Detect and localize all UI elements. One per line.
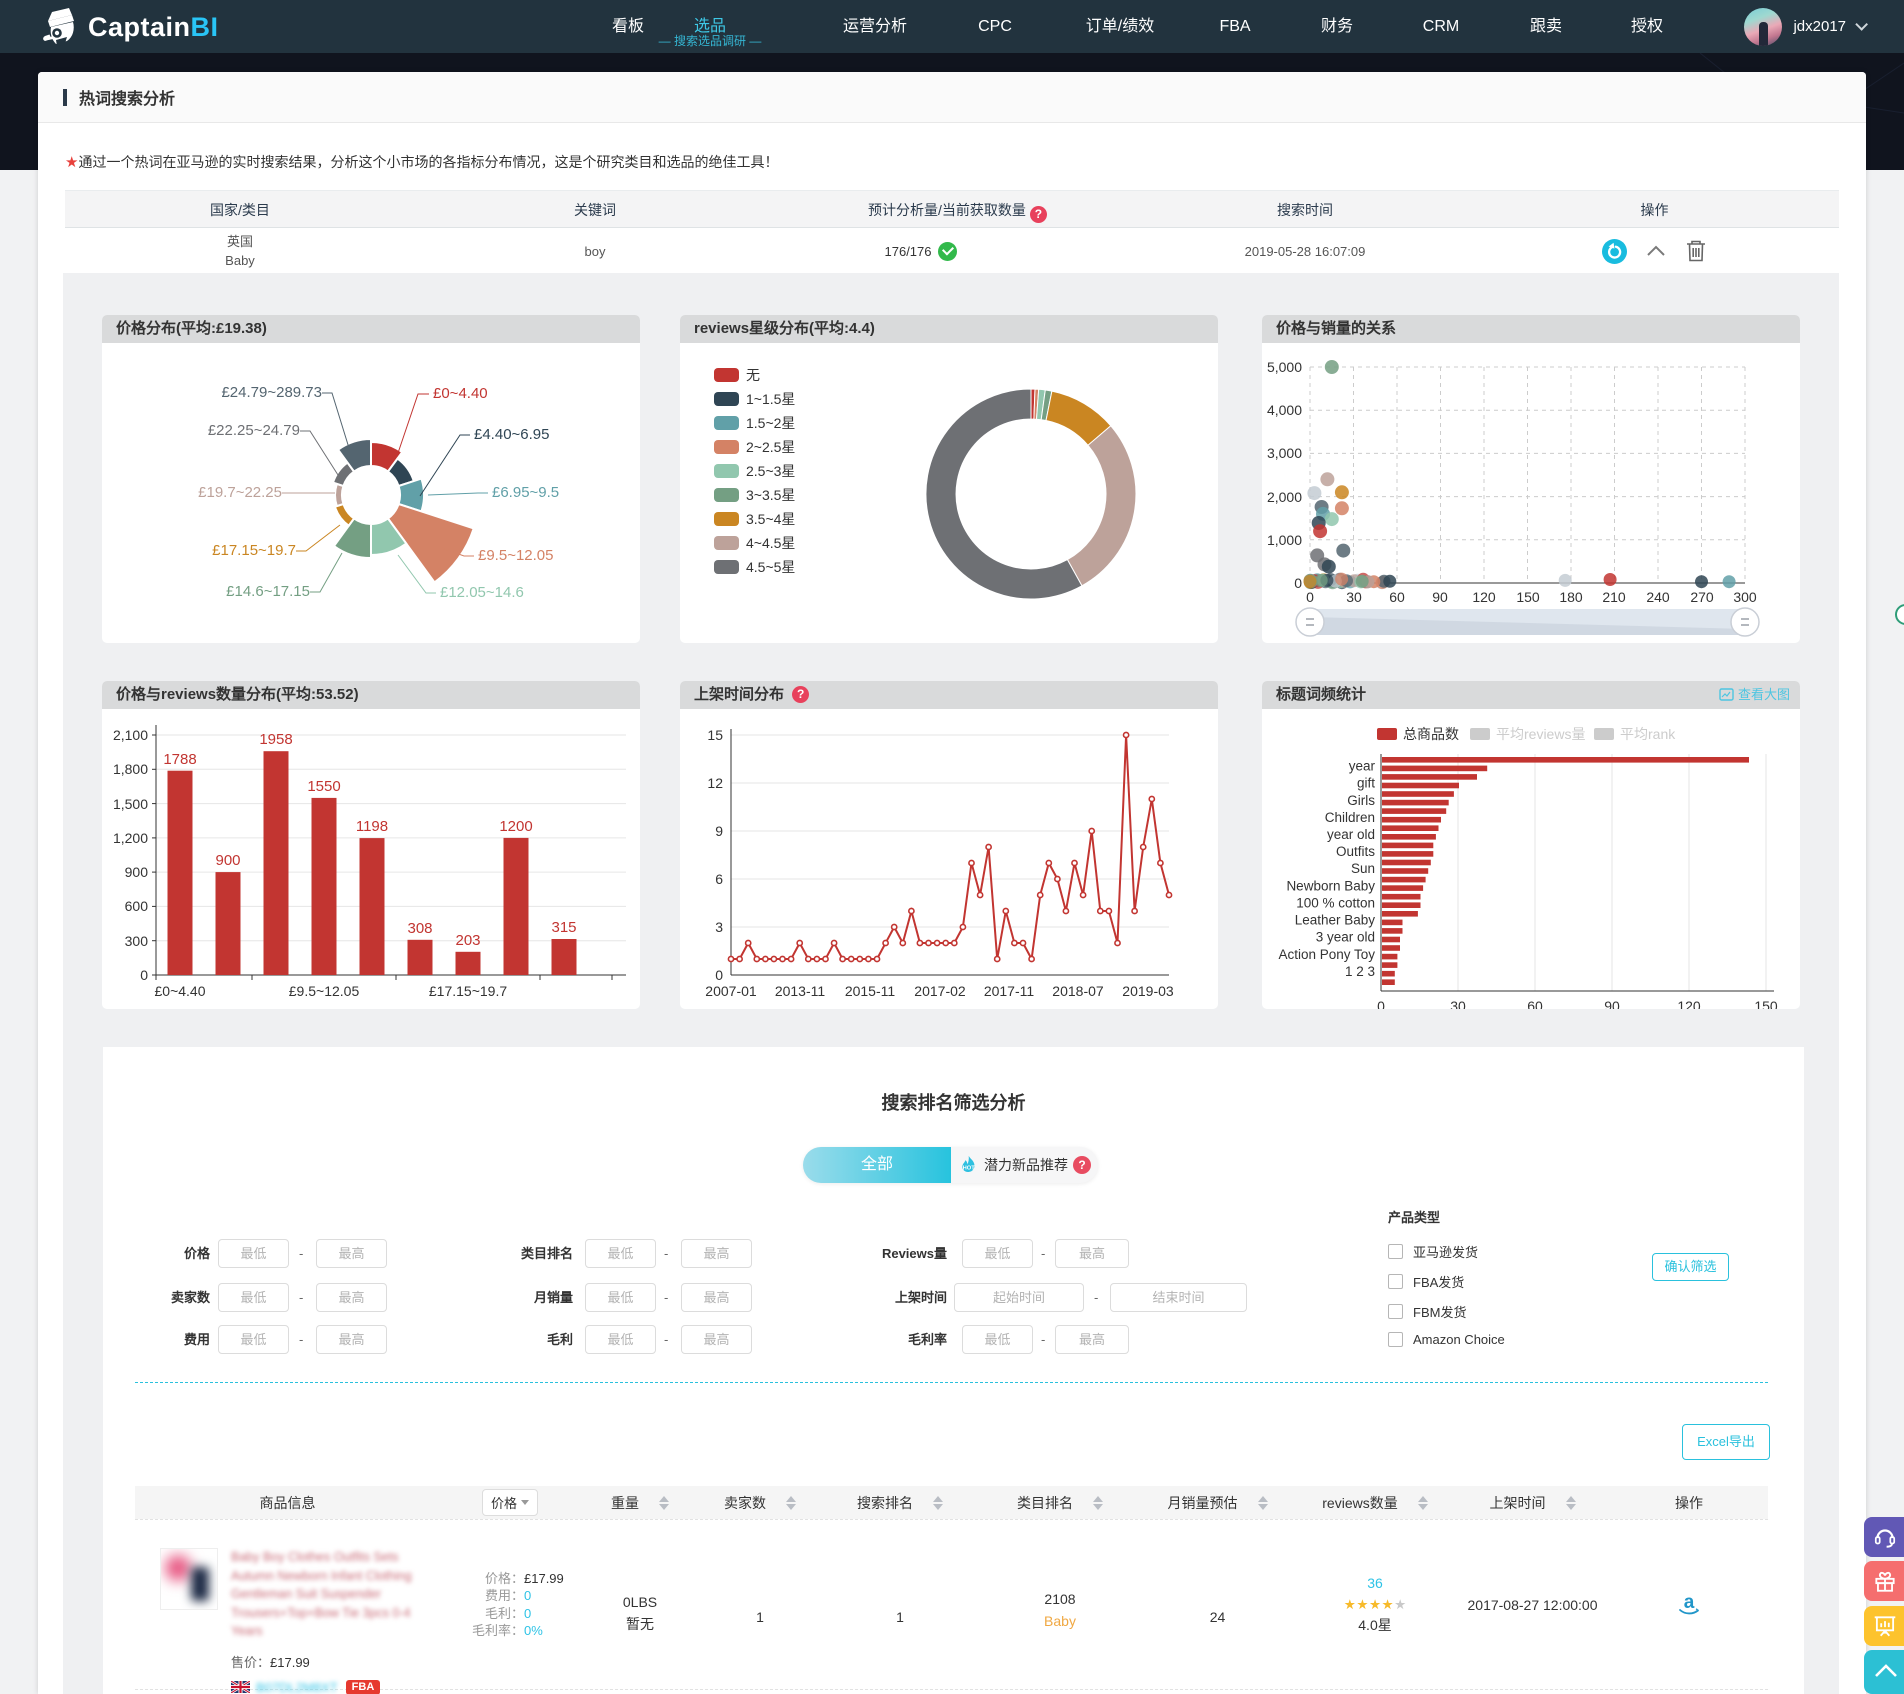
- svg-text:£12.05~14.6: £12.05~14.6: [440, 584, 524, 601]
- svg-text:30: 30: [1346, 589, 1362, 605]
- svg-text:2018-07: 2018-07: [1052, 983, 1104, 999]
- svg-text:HOT: HOT: [963, 1165, 976, 1171]
- svg-text:60: 60: [1527, 998, 1543, 1009]
- svg-text:3: 3: [715, 919, 723, 935]
- svg-text:£14.6~17.15: £14.6~17.15: [226, 583, 310, 600]
- svg-text:1550: 1550: [307, 778, 340, 795]
- svg-text:4,000: 4,000: [1267, 402, 1302, 418]
- svg-text:1.5~2星: 1.5~2星: [746, 415, 795, 431]
- svg-text:600: 600: [125, 898, 149, 914]
- svg-text:90: 90: [1432, 589, 1448, 605]
- svg-text:a: a: [1684, 1592, 1695, 1613]
- svg-text:2,100: 2,100: [113, 727, 148, 743]
- svg-text:100 % cotton: 100 % cotton: [1296, 895, 1375, 910]
- svg-text:£22.25~24.79: £22.25~24.79: [208, 422, 300, 439]
- svg-text:15: 15: [707, 727, 723, 743]
- svg-text:1,000: 1,000: [1267, 532, 1302, 548]
- svg-text:60: 60: [1389, 589, 1405, 605]
- svg-text:0: 0: [1306, 589, 1314, 605]
- svg-text:Outfits: Outfits: [1336, 844, 1375, 859]
- svg-text:3~3.5星: 3~3.5星: [746, 487, 795, 503]
- svg-text:Action Pony Toy: Action Pony Toy: [1278, 947, 1375, 962]
- svg-text:无: 无: [746, 367, 760, 383]
- svg-text:2007-01: 2007-01: [705, 983, 757, 999]
- svg-text:year old: year old: [1327, 827, 1375, 842]
- svg-text:3 year old: 3 year old: [1316, 930, 1375, 945]
- svg-text:1198: 1198: [356, 818, 388, 835]
- svg-text:120: 120: [1677, 998, 1701, 1009]
- svg-text:平均reviews量: 平均reviews量: [1496, 726, 1585, 742]
- svg-text:Children: Children: [1325, 810, 1375, 825]
- svg-text:120: 120: [1472, 589, 1496, 605]
- svg-text:2,000: 2,000: [1267, 489, 1302, 505]
- svg-text:315: 315: [551, 919, 576, 936]
- svg-text:Sun: Sun: [1351, 861, 1375, 876]
- svg-text:3,000: 3,000: [1267, 445, 1302, 461]
- svg-text:£9.5~12.05: £9.5~12.05: [289, 983, 360, 999]
- svg-text:150: 150: [1516, 589, 1540, 605]
- svg-text:£0~4.40: £0~4.40: [155, 983, 206, 999]
- svg-text:3.5~4星: 3.5~4星: [746, 511, 795, 527]
- svg-text:Girls: Girls: [1347, 793, 1375, 808]
- svg-text:30: 30: [1450, 998, 1466, 1009]
- svg-text:Newborn Baby: Newborn Baby: [1286, 878, 1375, 893]
- svg-text:0: 0: [1294, 575, 1302, 591]
- svg-text:Leather Baby: Leather Baby: [1295, 913, 1376, 928]
- svg-text:270: 270: [1690, 589, 1714, 605]
- svg-text:308: 308: [407, 920, 432, 937]
- svg-text:203: 203: [455, 932, 480, 949]
- svg-text:总商品数: 总商品数: [1403, 726, 1459, 742]
- svg-text:1788: 1788: [163, 751, 196, 768]
- svg-text:1958: 1958: [259, 731, 292, 748]
- svg-text:1,200: 1,200: [113, 830, 148, 846]
- svg-text:平均rank: 平均rank: [1620, 726, 1676, 742]
- svg-text:0: 0: [140, 967, 148, 983]
- svg-text:gift: gift: [1357, 776, 1375, 791]
- svg-text:5,000: 5,000: [1267, 359, 1302, 375]
- svg-text:£17.15~19.7: £17.15~19.7: [429, 983, 507, 999]
- svg-text:4~4.5星: 4~4.5星: [746, 535, 795, 551]
- svg-text:1 2 3: 1 2 3: [1345, 964, 1375, 979]
- svg-text:2013-11: 2013-11: [775, 983, 826, 999]
- svg-text:£6.95~9.5: £6.95~9.5: [492, 484, 559, 501]
- svg-text:210: 210: [1602, 589, 1626, 605]
- svg-text:£0~4.40: £0~4.40: [433, 385, 488, 402]
- svg-text:2015-11: 2015-11: [845, 983, 896, 999]
- svg-text:4.5~5星: 4.5~5星: [746, 559, 795, 575]
- svg-text:180: 180: [1559, 589, 1583, 605]
- svg-text:900: 900: [215, 852, 240, 869]
- svg-text:6: 6: [715, 871, 723, 887]
- svg-text:1,800: 1,800: [113, 761, 148, 777]
- svg-text:year: year: [1349, 759, 1376, 774]
- svg-text:300: 300: [1733, 589, 1757, 605]
- svg-text:150: 150: [1754, 998, 1778, 1009]
- svg-text:2.5~3星: 2.5~3星: [746, 463, 795, 479]
- svg-text:240: 240: [1646, 589, 1670, 605]
- svg-text:£24.79~289.73: £24.79~289.73: [221, 384, 322, 401]
- svg-text:2~2.5星: 2~2.5星: [746, 439, 795, 455]
- svg-text:2017-02: 2017-02: [914, 983, 966, 999]
- svg-text:0: 0: [1377, 998, 1385, 1009]
- svg-text:£19.7~22.25: £19.7~22.25: [198, 484, 282, 501]
- svg-text:1200: 1200: [499, 818, 532, 835]
- svg-text:9: 9: [715, 823, 723, 839]
- svg-text:1~1.5星: 1~1.5星: [746, 391, 795, 407]
- svg-text:1,500: 1,500: [113, 796, 148, 812]
- svg-text:2017-11: 2017-11: [984, 983, 1035, 999]
- svg-text:900: 900: [125, 864, 149, 880]
- svg-text:£17.15~19.7: £17.15~19.7: [212, 542, 296, 559]
- svg-text:90: 90: [1604, 998, 1620, 1009]
- svg-text:12: 12: [707, 775, 723, 791]
- svg-text:0: 0: [715, 967, 723, 983]
- svg-text:300: 300: [125, 933, 149, 949]
- svg-text:£9.5~12.05: £9.5~12.05: [478, 547, 554, 564]
- svg-text:2019-03: 2019-03: [1122, 983, 1174, 999]
- svg-text:£4.40~6.95: £4.40~6.95: [474, 426, 550, 443]
